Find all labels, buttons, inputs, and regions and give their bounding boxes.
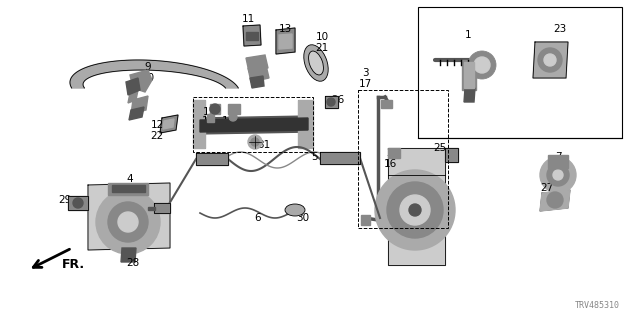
Polygon shape bbox=[128, 90, 138, 103]
Polygon shape bbox=[68, 196, 88, 210]
Polygon shape bbox=[248, 65, 269, 82]
Text: 10
21: 10 21 bbox=[316, 32, 328, 53]
Bar bbox=[193, 97, 313, 152]
Text: 23: 23 bbox=[554, 24, 566, 34]
Polygon shape bbox=[163, 119, 174, 129]
Polygon shape bbox=[207, 114, 214, 122]
Polygon shape bbox=[129, 107, 144, 120]
Polygon shape bbox=[298, 100, 313, 148]
Polygon shape bbox=[325, 96, 338, 108]
Text: 8: 8 bbox=[228, 105, 234, 115]
Circle shape bbox=[538, 48, 562, 72]
Circle shape bbox=[547, 164, 569, 186]
Text: 2
16: 2 16 bbox=[383, 148, 397, 169]
Polygon shape bbox=[533, 42, 568, 78]
Bar bbox=[418, 7, 622, 138]
Polygon shape bbox=[197, 116, 310, 134]
Text: 4
18: 4 18 bbox=[124, 174, 136, 195]
Polygon shape bbox=[160, 115, 178, 133]
Ellipse shape bbox=[285, 204, 305, 216]
Polygon shape bbox=[121, 248, 136, 262]
Polygon shape bbox=[130, 70, 152, 92]
Circle shape bbox=[108, 202, 148, 242]
Polygon shape bbox=[445, 148, 458, 162]
Circle shape bbox=[327, 98, 335, 106]
Ellipse shape bbox=[308, 51, 323, 75]
Text: 30: 30 bbox=[296, 213, 310, 223]
Text: TRV485310: TRV485310 bbox=[575, 301, 620, 310]
Bar bbox=[358, 90, 448, 228]
Polygon shape bbox=[154, 203, 170, 213]
Text: 29: 29 bbox=[58, 195, 72, 205]
Text: 6: 6 bbox=[255, 213, 261, 223]
Polygon shape bbox=[196, 153, 228, 165]
Polygon shape bbox=[388, 148, 400, 158]
Polygon shape bbox=[276, 28, 295, 54]
Polygon shape bbox=[462, 60, 476, 90]
Circle shape bbox=[248, 135, 262, 149]
Text: 19: 19 bbox=[221, 116, 235, 126]
Polygon shape bbox=[464, 88, 475, 102]
Polygon shape bbox=[148, 207, 155, 210]
Polygon shape bbox=[70, 60, 238, 88]
Polygon shape bbox=[210, 104, 220, 114]
Polygon shape bbox=[246, 55, 268, 72]
Polygon shape bbox=[361, 215, 370, 225]
Polygon shape bbox=[246, 32, 258, 40]
Polygon shape bbox=[88, 183, 170, 250]
Polygon shape bbox=[200, 118, 308, 132]
Ellipse shape bbox=[304, 45, 328, 81]
Circle shape bbox=[547, 192, 563, 208]
Circle shape bbox=[468, 51, 496, 79]
Circle shape bbox=[409, 204, 421, 216]
Polygon shape bbox=[131, 96, 148, 114]
Text: 31: 31 bbox=[257, 140, 271, 150]
Circle shape bbox=[387, 182, 443, 238]
Text: 9
20: 9 20 bbox=[141, 62, 155, 83]
Polygon shape bbox=[112, 185, 145, 192]
Circle shape bbox=[210, 104, 220, 114]
Polygon shape bbox=[388, 148, 445, 265]
Polygon shape bbox=[108, 183, 148, 195]
Polygon shape bbox=[250, 76, 264, 88]
Polygon shape bbox=[228, 104, 240, 114]
Circle shape bbox=[544, 54, 556, 66]
Text: 26: 26 bbox=[332, 95, 344, 105]
Circle shape bbox=[118, 212, 138, 232]
Polygon shape bbox=[126, 78, 140, 95]
Polygon shape bbox=[279, 34, 292, 49]
Circle shape bbox=[540, 157, 576, 193]
Circle shape bbox=[474, 57, 490, 73]
Circle shape bbox=[375, 170, 455, 250]
Circle shape bbox=[96, 190, 160, 254]
Text: 7: 7 bbox=[555, 152, 561, 162]
Circle shape bbox=[251, 138, 259, 146]
Text: 5: 5 bbox=[310, 152, 317, 162]
Circle shape bbox=[553, 170, 563, 180]
Polygon shape bbox=[548, 155, 568, 168]
Text: 11: 11 bbox=[241, 14, 255, 24]
Polygon shape bbox=[381, 100, 392, 108]
Polygon shape bbox=[464, 62, 474, 88]
Text: 1: 1 bbox=[465, 30, 471, 40]
Circle shape bbox=[73, 198, 83, 208]
Text: 27: 27 bbox=[540, 183, 554, 193]
Polygon shape bbox=[320, 152, 360, 164]
Circle shape bbox=[229, 113, 237, 121]
Text: 14: 14 bbox=[202, 116, 214, 126]
Text: FR.: FR. bbox=[62, 259, 85, 271]
Polygon shape bbox=[243, 25, 261, 46]
Text: 12
22: 12 22 bbox=[150, 120, 164, 141]
Text: 25: 25 bbox=[433, 143, 447, 153]
Polygon shape bbox=[540, 190, 570, 211]
Text: 28: 28 bbox=[126, 258, 140, 268]
Text: 3
17: 3 17 bbox=[358, 68, 372, 89]
Text: 13
24: 13 24 bbox=[278, 24, 292, 45]
Text: 15: 15 bbox=[202, 107, 216, 117]
Polygon shape bbox=[193, 100, 205, 148]
Circle shape bbox=[400, 195, 430, 225]
